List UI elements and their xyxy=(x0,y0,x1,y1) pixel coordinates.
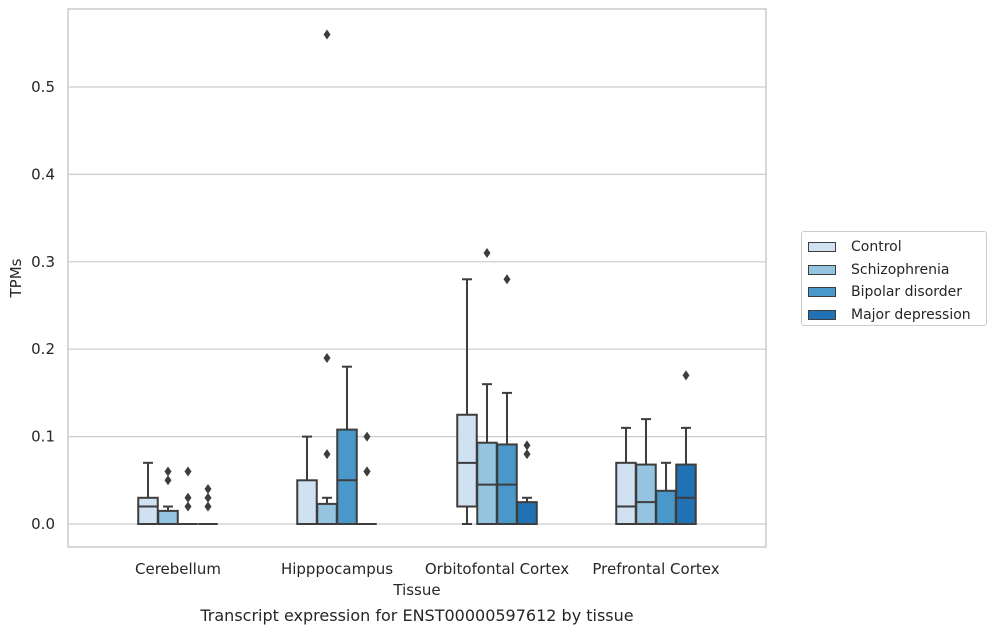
x-tick-label: Cerebellum xyxy=(135,560,221,578)
x-tick-label: Hipppocampus xyxy=(281,560,393,578)
legend-swatch xyxy=(808,264,836,275)
legend-label: Control xyxy=(851,239,902,256)
outlier-point xyxy=(483,248,491,259)
legend-label: Bipolar disorder xyxy=(851,284,963,301)
legend-swatch xyxy=(808,287,836,298)
legend-item: Schizophrenia xyxy=(808,259,986,282)
x-axis-label: Tissue xyxy=(392,581,440,599)
legend-swatch xyxy=(808,242,836,253)
box xyxy=(157,509,179,526)
outlier-point xyxy=(184,501,192,512)
outlier-point xyxy=(184,492,192,503)
outlier-point xyxy=(164,466,172,477)
box xyxy=(675,463,697,525)
legend: Control Schizophrenia Bipolar disorder Majo… xyxy=(801,231,987,326)
y-tick-labels: 0.0 0.1 0.2 0.3 0.4 0.5 xyxy=(31,78,55,533)
outlier-point xyxy=(323,29,331,40)
chart-caption: Transcript expression for ENST0000059761… xyxy=(200,606,634,625)
outlier-point xyxy=(682,370,690,381)
outlier-point xyxy=(503,274,511,285)
legend-item: Bipolar disorder xyxy=(808,281,986,304)
y-tick-label: 0.2 xyxy=(31,340,55,358)
box xyxy=(336,428,358,525)
x-tick-labels: Cerebellum Hipppocampus Orbitofontal Corte… xyxy=(135,560,720,578)
box xyxy=(516,501,538,525)
legend-item: Major depression xyxy=(808,304,986,327)
y-tick-label: 0.3 xyxy=(31,253,55,271)
outlier-point xyxy=(204,492,212,503)
box xyxy=(476,441,498,525)
y-tick-label: 0.5 xyxy=(31,78,55,96)
y-tick-label: 0.4 xyxy=(31,165,55,183)
outlier-point xyxy=(523,449,531,460)
y-axis-label: TPMs xyxy=(7,258,25,298)
box xyxy=(456,413,478,508)
box xyxy=(615,461,637,526)
box xyxy=(296,479,318,525)
outlier-point xyxy=(523,440,531,451)
outlier-point xyxy=(363,431,371,442)
legend-label: Schizophrenia xyxy=(851,261,950,278)
outlier-point xyxy=(204,484,212,495)
legend-swatch xyxy=(808,309,836,320)
outlier-point xyxy=(323,449,331,460)
legend-label: Major depression xyxy=(851,306,971,323)
outlier-point xyxy=(323,352,331,363)
y-tick-label: 0.0 xyxy=(31,515,55,533)
box xyxy=(655,489,677,525)
x-tick-label: Prefrontal Cortex xyxy=(592,560,719,578)
legend-item: Control xyxy=(808,236,986,259)
box xyxy=(635,463,657,525)
outlier-point xyxy=(204,501,212,512)
plot-frame xyxy=(67,8,767,548)
box-plots xyxy=(137,29,697,526)
grid-lines xyxy=(68,86,766,525)
outlier-point xyxy=(184,466,192,477)
box xyxy=(316,502,338,526)
outlier-point xyxy=(164,475,172,486)
x-tick-label: Orbitofontal Cortex xyxy=(425,560,569,578)
outlier-point xyxy=(363,466,371,477)
box xyxy=(137,496,159,525)
y-tick-label: 0.1 xyxy=(31,428,55,446)
